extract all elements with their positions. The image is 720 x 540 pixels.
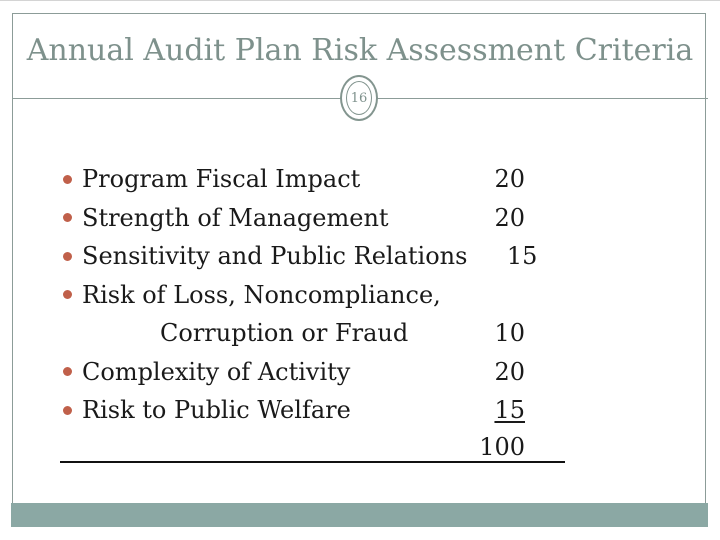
slide-border-frame bbox=[12, 13, 706, 503]
list-item: Sensitivity and Public Relations 15 bbox=[60, 237, 565, 276]
bullet-icon bbox=[63, 251, 72, 261]
list-item: Complexity of Activity 20 bbox=[60, 353, 565, 392]
criterion-score: 15 bbox=[506, 242, 538, 271]
criterion-score-underlined: 15 bbox=[494, 396, 525, 425]
total-row: 100 bbox=[60, 430, 565, 463]
criterion-score: 20 bbox=[494, 203, 525, 232]
page-number: 16 bbox=[350, 90, 368, 106]
criterion-label: Complexity of Activity bbox=[82, 357, 351, 386]
criterion-score: 20 bbox=[494, 165, 525, 194]
bullet-icon bbox=[63, 290, 72, 300]
criterion-label: Risk of Loss, Noncompliance, bbox=[82, 280, 441, 309]
criterion-label: Corruption or Fraud bbox=[160, 319, 409, 348]
bullet-icon bbox=[63, 405, 72, 415]
list-item: Program Fiscal Impact 20 bbox=[60, 160, 565, 199]
criterion-label: Risk to Public Welfare bbox=[82, 396, 351, 425]
list-item: Strength of Management 20 bbox=[60, 199, 565, 238]
list-item: Risk to Public Welfare 15 bbox=[60, 391, 565, 430]
list-item-continuation: Corruption or Fraud 10 bbox=[60, 314, 565, 353]
criterion-label: Strength of Management bbox=[82, 203, 389, 232]
bullet-icon bbox=[63, 367, 72, 377]
page-number-badge: 16 bbox=[340, 75, 378, 121]
total-score: 100 bbox=[479, 432, 525, 461]
slide-title: Annual Audit Plan Risk Assessment Criter… bbox=[26, 33, 694, 68]
list-item: Risk of Loss, Noncompliance, bbox=[60, 276, 565, 315]
criterion-score: 10 bbox=[494, 319, 525, 348]
bullet-icon bbox=[63, 213, 72, 223]
criterion-label: Sensitivity and Public Relations bbox=[82, 242, 468, 271]
bullet-icon bbox=[63, 174, 72, 184]
criteria-list: Program Fiscal Impact 20 Strength of Man… bbox=[60, 160, 565, 463]
bottom-accent-bar bbox=[11, 503, 708, 527]
top-edge-line bbox=[0, 0, 720, 1]
criterion-label: Program Fiscal Impact bbox=[82, 165, 361, 194]
page-number-badge-inner-ring: 16 bbox=[346, 81, 372, 115]
criterion-score: 20 bbox=[494, 357, 525, 386]
